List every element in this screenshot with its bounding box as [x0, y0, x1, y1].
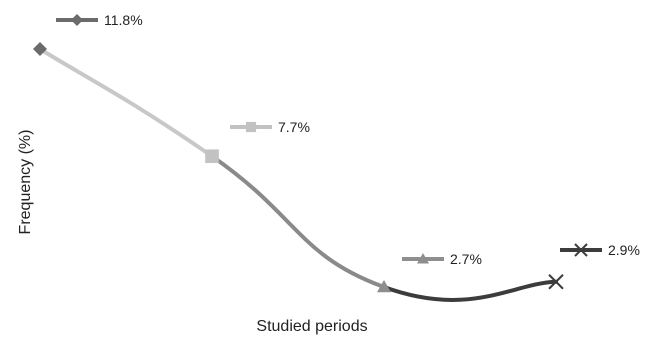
series-line — [38, 47, 558, 302]
legend-marker — [71, 14, 83, 26]
data-label: 7.7% — [278, 119, 310, 135]
legend-marker — [574, 243, 588, 257]
data-point-4 — [548, 274, 564, 290]
line-segment-1 — [38, 47, 214, 159]
point-legends: 11.8% 7.7% 2.7% 2.9% — [56, 12, 640, 267]
data-point-1 — [33, 42, 47, 56]
legend-marker — [417, 253, 429, 264]
data-point-2 — [205, 149, 219, 164]
data-label: 11.8% — [104, 12, 143, 28]
data-label: 2.7% — [450, 251, 482, 267]
y-axis-title: Frequency (%) — [17, 130, 34, 235]
legend-callout-4: 2.9% — [560, 242, 640, 258]
legend-marker — [245, 121, 257, 133]
legend-callout-1: 11.8% — [56, 12, 143, 28]
data-markers — [33, 42, 564, 293]
data-label: 2.9% — [608, 242, 640, 258]
data-point-3 — [377, 280, 391, 293]
line-segment-2 — [210, 154, 386, 289]
legend-callout-3: 2.7% — [402, 251, 482, 267]
legend-callout-2: 7.7% — [230, 119, 310, 135]
line-segment-3 — [382, 279, 558, 302]
x-axis-title: Studied periods — [256, 318, 367, 335]
